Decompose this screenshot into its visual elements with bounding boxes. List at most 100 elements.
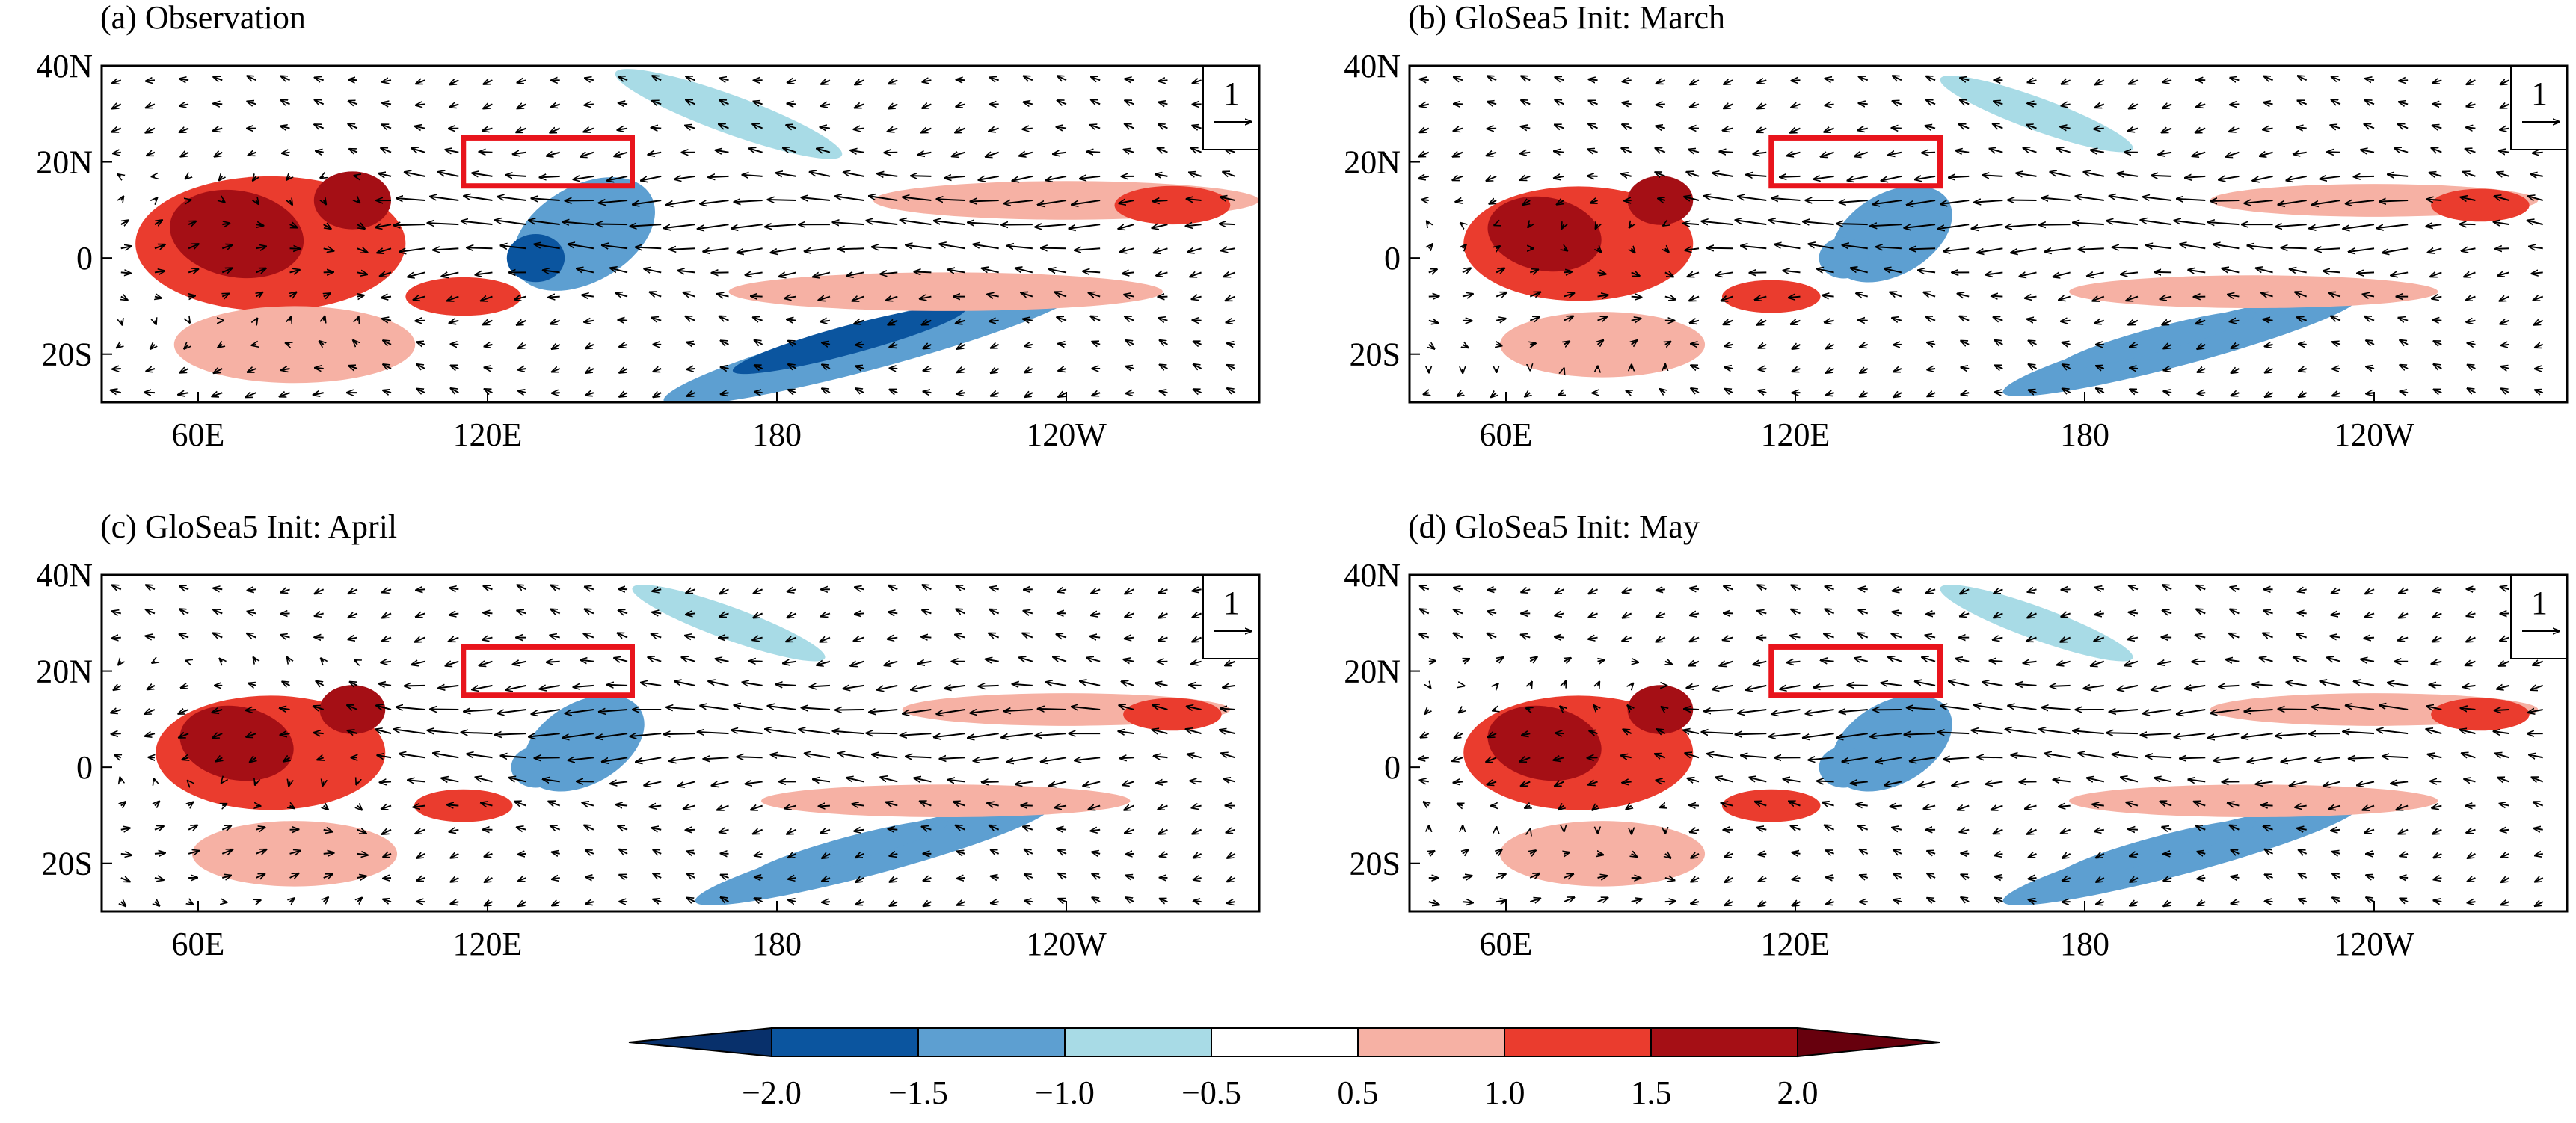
wind-vector bbox=[986, 153, 1000, 157]
wind-vector bbox=[1621, 756, 1632, 758]
wind-vector bbox=[2527, 221, 2544, 225]
wind-vector bbox=[2365, 100, 2375, 104]
wind-vector bbox=[1558, 393, 1564, 395]
wind-vector bbox=[428, 223, 459, 224]
wind-vector bbox=[1791, 321, 1801, 324]
wind-vector bbox=[918, 662, 932, 664]
wind-vector bbox=[2230, 609, 2240, 614]
wind-vector bbox=[483, 586, 493, 590]
wind-vector bbox=[721, 897, 729, 902]
wind-vector bbox=[179, 634, 189, 638]
wind-vector bbox=[1555, 589, 1564, 594]
wind-vector bbox=[1421, 733, 1430, 737]
wind-vector bbox=[1462, 876, 1472, 878]
wind-vector bbox=[2244, 710, 2273, 712]
wind-vector bbox=[1860, 875, 1869, 878]
anomaly-shading bbox=[2058, 310, 2257, 369]
wind-vector bbox=[247, 76, 256, 80]
wind-vector bbox=[783, 662, 796, 664]
wind-vector bbox=[1555, 613, 1564, 615]
anomaly-shading bbox=[179, 705, 294, 781]
wind-vector bbox=[1995, 876, 2003, 878]
wind-vector bbox=[1187, 248, 1202, 252]
wind-vector bbox=[188, 269, 198, 273]
wind-vector bbox=[900, 733, 932, 736]
wind-vector bbox=[1220, 197, 1235, 200]
wind-vector bbox=[618, 129, 628, 130]
wind-vector bbox=[641, 175, 662, 181]
wind-vector bbox=[482, 638, 493, 640]
wind-vector bbox=[246, 733, 256, 737]
wind-vector bbox=[666, 707, 695, 710]
wind-vector bbox=[255, 781, 256, 784]
wind-vector bbox=[1688, 272, 1700, 277]
wind-vector bbox=[1019, 153, 1033, 156]
wind-vector bbox=[316, 681, 325, 686]
wind-vector bbox=[644, 781, 662, 785]
wind-vector bbox=[324, 897, 328, 902]
wind-vector bbox=[481, 297, 493, 301]
wind-vector bbox=[618, 320, 628, 321]
wind-vector bbox=[651, 128, 662, 129]
wind-vector bbox=[1024, 611, 1033, 614]
wind-vector bbox=[936, 709, 965, 714]
wind-vector bbox=[2263, 102, 2273, 104]
wind-vector bbox=[1790, 129, 1801, 133]
wind-vector bbox=[248, 369, 256, 372]
wind-vector bbox=[1019, 657, 1033, 661]
wind-vector bbox=[1622, 781, 1632, 782]
wind-vector bbox=[1854, 153, 1869, 157]
wind-vector bbox=[1888, 153, 1902, 156]
wind-vector bbox=[1826, 902, 1834, 904]
wind-vector bbox=[184, 345, 188, 349]
wind-vector bbox=[822, 854, 831, 858]
wind-vector bbox=[154, 220, 162, 224]
wind-vector bbox=[1220, 708, 1235, 710]
wind-vector bbox=[681, 657, 695, 662]
wind-vector bbox=[1526, 708, 1530, 710]
wind-vector bbox=[1691, 854, 1700, 858]
wind-vector bbox=[1226, 321, 1235, 323]
wind-vector bbox=[408, 780, 425, 781]
wind-vector bbox=[1119, 705, 1134, 710]
wind-vector bbox=[2362, 806, 2375, 810]
wind-vector bbox=[2247, 245, 2273, 248]
wind-vector bbox=[1891, 633, 1902, 637]
wind-vector bbox=[585, 902, 594, 904]
wind-vector bbox=[1124, 295, 1134, 297]
wind-vector bbox=[415, 830, 425, 834]
wind-vector bbox=[253, 176, 256, 181]
wind-vector bbox=[552, 878, 560, 879]
wind-vector bbox=[1664, 901, 1676, 902]
wind-vector bbox=[1881, 175, 1902, 181]
wind-vector bbox=[1690, 588, 1700, 590]
wind-vector bbox=[2130, 368, 2139, 369]
wind-vector bbox=[1821, 660, 1834, 662]
region-box bbox=[1768, 644, 1943, 698]
wind-vector bbox=[111, 733, 121, 734]
wind-vector bbox=[2130, 902, 2139, 905]
wind-vector bbox=[854, 638, 864, 642]
wind-vector bbox=[481, 803, 493, 806]
wind-vector bbox=[922, 104, 932, 108]
wind-vector bbox=[2364, 316, 2375, 321]
y-tick-label: 20S bbox=[42, 846, 93, 882]
wind-vector bbox=[1658, 198, 1666, 200]
wind-vector bbox=[516, 129, 526, 132]
wind-vector bbox=[2298, 76, 2308, 80]
wind-vector bbox=[987, 295, 999, 297]
wind-vector bbox=[376, 705, 392, 710]
wind-vector bbox=[1783, 779, 1801, 782]
wind-vector bbox=[585, 587, 594, 590]
wind-vector bbox=[822, 878, 831, 881]
wind-vector bbox=[787, 104, 796, 105]
wind-vector bbox=[2361, 659, 2375, 662]
wind-vector bbox=[441, 272, 459, 276]
wind-vector bbox=[2053, 271, 2071, 277]
wind-vector bbox=[1156, 272, 1168, 275]
wind-vector bbox=[1791, 826, 1801, 830]
wind-vector bbox=[1715, 778, 1733, 783]
wind-vector bbox=[497, 709, 526, 713]
wind-vector bbox=[1058, 344, 1067, 345]
wind-vector bbox=[1690, 104, 1700, 107]
